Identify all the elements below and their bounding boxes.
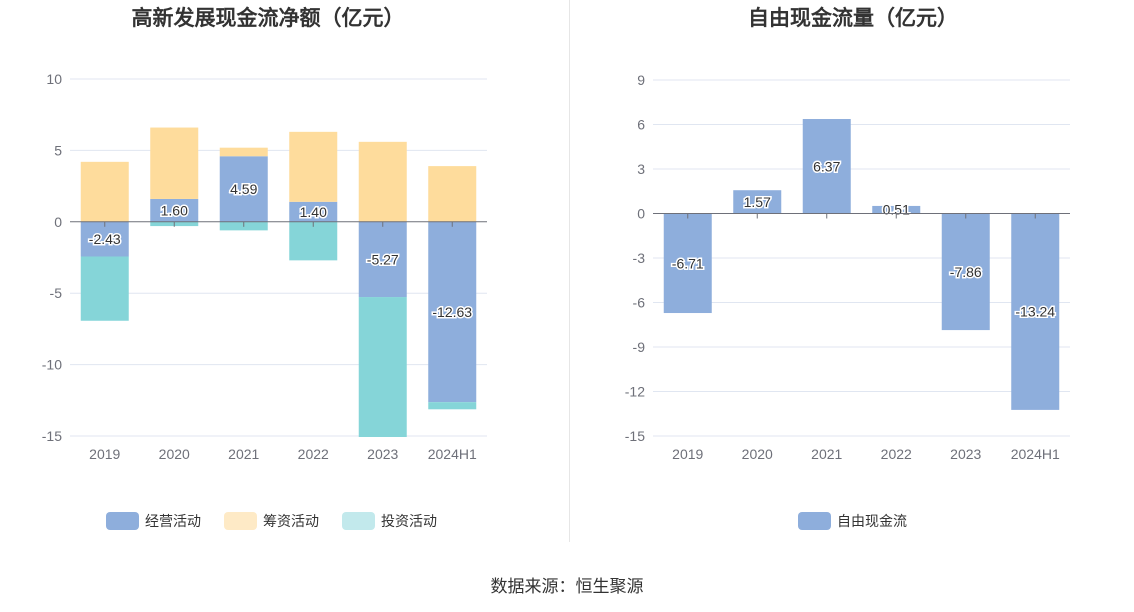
left-chart-net-cash-flow: 高新发展现金流净额（亿元） 10 5 0 -5 -10 -15 -2.43 1.60 4.59… bbox=[42, 6, 487, 530]
right-x-tick-labels: 2019 2020 2021 2022 2023 2024H1 bbox=[653, 213, 1070, 462]
left-x-tick-label: 2023 bbox=[367, 446, 398, 462]
left-bar-2023-0[interactable] bbox=[358, 221, 407, 298]
left-y-tick-label: -10 bbox=[42, 357, 62, 373]
right-bar-2023-0[interactable] bbox=[941, 213, 990, 331]
left-bar-2019-1[interactable] bbox=[80, 161, 129, 222]
left-bar-2024H1-1[interactable] bbox=[428, 166, 477, 222]
right-y-tick-label: -9 bbox=[633, 339, 646, 355]
left-legend-label: 筹资活动 bbox=[263, 513, 319, 529]
left-bar-2019-2[interactable] bbox=[80, 256, 129, 321]
right-x-tick-label: 2020 bbox=[742, 446, 773, 462]
left-data-label: -2.43 bbox=[89, 231, 121, 247]
right-legend-swatch bbox=[798, 512, 831, 530]
left-bar-2023-1[interactable] bbox=[358, 141, 407, 222]
left-legend-item[interactable]: 投资活动 bbox=[342, 512, 437, 530]
data-source-note: 数据来源：恒生聚源 bbox=[491, 577, 644, 596]
left-data-label: 1.40 bbox=[300, 204, 327, 220]
left-x-tick-label: 2019 bbox=[89, 446, 120, 462]
right-y-tick-label: 6 bbox=[637, 117, 645, 133]
left-bar-2020-0[interactable] bbox=[150, 198, 199, 222]
right-bar-2019-0[interactable] bbox=[663, 213, 712, 314]
left-bar-2024H1-2[interactable] bbox=[428, 402, 477, 410]
right-bar-2022-0[interactable] bbox=[872, 205, 921, 214]
right-data-label: -13.24 bbox=[1015, 304, 1055, 320]
left-data-label: -12.63 bbox=[432, 304, 472, 320]
right-chart-free-cash-flow: 自由现金流量（亿元） 9 6 3 0 -3 -6 -9 -12 -15 -6.71 1.57 6.3… bbox=[625, 6, 1070, 530]
right-data-label: -6.71 bbox=[672, 255, 704, 271]
right-data-labels: -6.711.576.370.51-7.86-13.24 bbox=[670, 157, 1057, 321]
left-x-tick-label: 2020 bbox=[159, 446, 190, 462]
left-bar-2021-1[interactable] bbox=[219, 147, 268, 157]
left-bar-2021-0[interactable] bbox=[219, 156, 268, 222]
left-bar-2020-1[interactable] bbox=[150, 127, 199, 199]
right-grid: 9 6 3 0 -3 -6 -9 -12 -15 bbox=[625, 72, 1070, 444]
left-y-tick-label: 5 bbox=[54, 142, 62, 158]
right-data-label: -7.86 bbox=[950, 264, 982, 280]
right-y-tick-label: -6 bbox=[633, 295, 646, 311]
right-data-label: 1.57 bbox=[744, 194, 771, 210]
left-bars bbox=[80, 127, 477, 437]
right-y-tick-label: -15 bbox=[625, 428, 645, 444]
right-x-tick-label: 2022 bbox=[881, 446, 912, 462]
left-x-tick-label: 2022 bbox=[298, 446, 329, 462]
right-y-tick-label: -3 bbox=[633, 250, 646, 266]
left-legend-label: 投资活动 bbox=[381, 513, 437, 529]
left-y-tick-label: 10 bbox=[46, 71, 62, 87]
left-grid: 10 5 0 -5 -10 -15 bbox=[42, 71, 487, 444]
right-y-tick-label: 3 bbox=[637, 161, 645, 177]
right-legend[interactable]: 自由现金流 bbox=[798, 512, 907, 530]
left-x-tick-label: 2021 bbox=[228, 446, 259, 462]
left-bar-2022-2[interactable] bbox=[289, 221, 338, 261]
right-x-tick-label: 2019 bbox=[672, 446, 703, 462]
left-data-label: -5.27 bbox=[367, 251, 399, 267]
right-legend-label: 自由现金流 bbox=[837, 513, 907, 529]
left-chart-title: 高新发展现金流净额（亿元） bbox=[132, 6, 405, 30]
right-data-label: 6.37 bbox=[813, 158, 840, 174]
right-bar-2020-0[interactable] bbox=[733, 190, 782, 214]
left-bar-2019-0[interactable] bbox=[80, 221, 129, 257]
right-bar-2021-0[interactable] bbox=[802, 119, 851, 214]
left-y-tick-label: 0 bbox=[54, 214, 62, 230]
right-bar-2024H1-0[interactable] bbox=[1011, 213, 1060, 410]
left-bar-2022-0[interactable] bbox=[289, 201, 338, 222]
left-y-tick-label: -15 bbox=[42, 428, 62, 444]
right-x-tick-label: 2021 bbox=[811, 446, 842, 462]
left-data-labels: -2.43 1.60 4.59 1.40 -5.27 -12.63 bbox=[87, 180, 474, 322]
left-data-label: 1.60 bbox=[161, 202, 188, 218]
left-legend-item[interactable]: 经营活动 bbox=[106, 512, 201, 530]
left-data-label: 4.59 bbox=[230, 181, 257, 197]
right-x-tick-label: 2023 bbox=[950, 446, 981, 462]
right-legend-item[interactable]: 自由现金流 bbox=[798, 512, 907, 530]
left-legend-label: 经营活动 bbox=[145, 513, 201, 529]
left-legend-item[interactable]: 筹资活动 bbox=[224, 512, 319, 530]
right-x-tick-label: 2024H1 bbox=[1011, 446, 1060, 462]
left-x-tick-label: 2024H1 bbox=[428, 446, 477, 462]
left-bar-2023-2[interactable] bbox=[358, 297, 407, 437]
right-y-tick-label: 9 bbox=[637, 72, 645, 88]
left-legend[interactable]: 经营活动 筹资活动 投资活动 bbox=[106, 512, 437, 530]
right-bars bbox=[663, 119, 1060, 410]
right-y-tick-label: -12 bbox=[625, 384, 645, 400]
left-legend-swatch bbox=[342, 512, 375, 530]
left-legend-swatch bbox=[224, 512, 257, 530]
left-bar-2022-1[interactable] bbox=[289, 131, 338, 202]
left-legend-swatch bbox=[106, 512, 139, 530]
right-chart-title: 自由现金流量（亿元） bbox=[748, 6, 958, 30]
left-y-tick-label: -5 bbox=[50, 285, 63, 301]
right-y-tick-label: 0 bbox=[637, 206, 645, 222]
left-x-tick-labels: 2019 2020 2021 2022 2023 2024H1 bbox=[70, 221, 487, 462]
left-bar-2024H1-0[interactable] bbox=[428, 221, 477, 403]
